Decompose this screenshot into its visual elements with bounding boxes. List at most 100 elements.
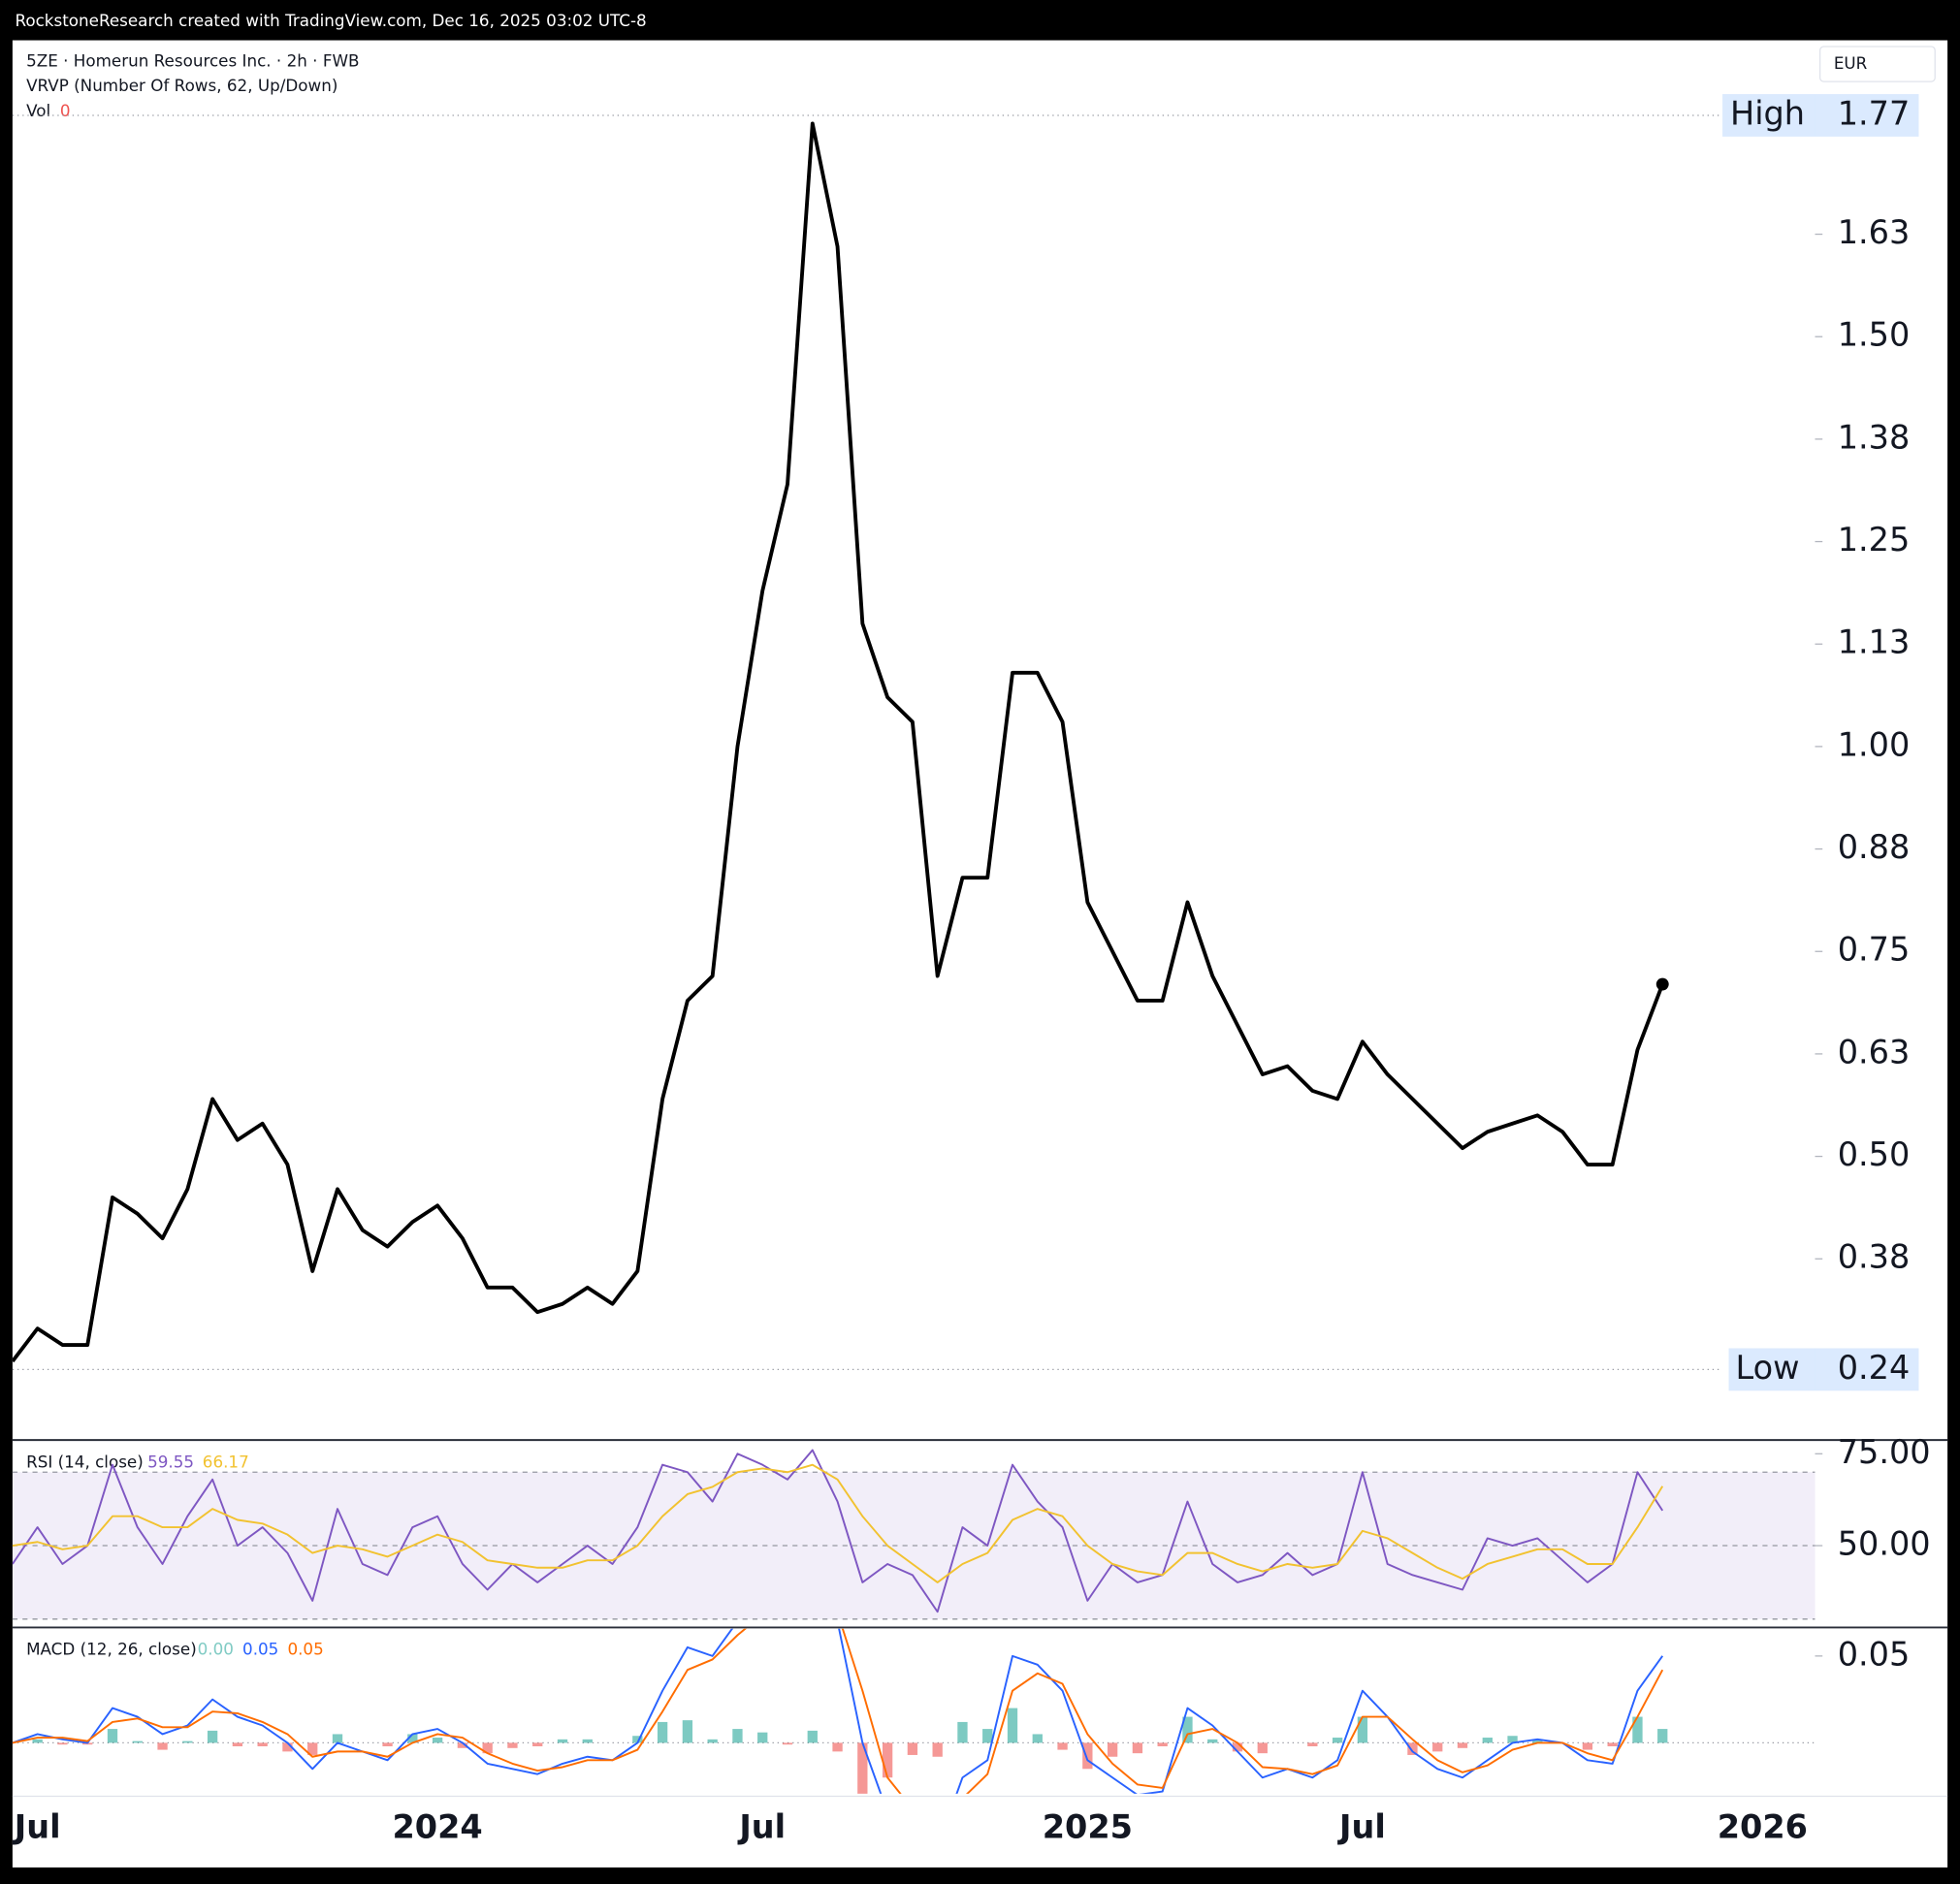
y-tick-label: 1.00 bbox=[1838, 725, 1911, 763]
histogram-bar bbox=[1607, 1742, 1618, 1746]
y-tick-label: 1.25 bbox=[1838, 521, 1911, 559]
histogram-bar bbox=[57, 1742, 68, 1745]
histogram-bar bbox=[1182, 1716, 1193, 1743]
histogram-bar bbox=[1132, 1742, 1143, 1754]
histogram-bar bbox=[1482, 1738, 1493, 1743]
histogram-bar bbox=[332, 1734, 343, 1743]
rsi-value: 59.55 bbox=[147, 1452, 194, 1471]
histogram-bar bbox=[1257, 1742, 1268, 1754]
x-tick-label: 2026 bbox=[1718, 1807, 1808, 1845]
low-label: Low bbox=[1736, 1349, 1800, 1387]
y-tick-label: 75.00 bbox=[1838, 1433, 1931, 1471]
histogram-bar bbox=[32, 1739, 43, 1743]
histogram-bar bbox=[432, 1738, 443, 1743]
y-tick-label: 0.75 bbox=[1838, 931, 1911, 969]
histogram-bar bbox=[1332, 1738, 1343, 1743]
histogram-bar bbox=[657, 1721, 668, 1743]
histogram-bar bbox=[207, 1730, 218, 1743]
last-price-dot bbox=[1655, 977, 1669, 991]
histogram-bar bbox=[557, 1739, 568, 1743]
histogram-bar bbox=[857, 1742, 868, 1794]
histogram-bar bbox=[157, 1742, 168, 1750]
macd-title: MACD (12, 26, close) bbox=[26, 1640, 197, 1659]
rsi-ma-value: 66.17 bbox=[203, 1452, 249, 1471]
histogram-bar bbox=[907, 1742, 918, 1755]
histogram-bar bbox=[1082, 1742, 1093, 1770]
histogram-bar bbox=[1057, 1742, 1068, 1750]
macd-value: 0.05 bbox=[242, 1640, 278, 1659]
histogram-bar bbox=[1007, 1708, 1018, 1743]
y-tick-label: 0.50 bbox=[1838, 1135, 1911, 1173]
low-value-box bbox=[1815, 1348, 1919, 1391]
symbol-title: 5ZE · Homerun Resources Inc. · 2h · FWB bbox=[26, 50, 359, 70]
histogram-bar bbox=[182, 1740, 193, 1743]
high-value-box bbox=[1815, 94, 1919, 137]
volume-value: 0 bbox=[60, 101, 71, 120]
signal-value: 0.05 bbox=[287, 1640, 323, 1659]
histogram-bar bbox=[382, 1742, 393, 1746]
histogram-bar bbox=[982, 1729, 993, 1743]
high-label: High bbox=[1730, 94, 1805, 132]
histogram-bar bbox=[782, 1742, 793, 1745]
low-label-box bbox=[1728, 1348, 1815, 1391]
indicator-line bbox=[12, 1449, 1664, 1613]
vrvp-label: VRVP (Number Of Rows, 62, Up/Down) bbox=[26, 76, 337, 95]
high-label-box bbox=[1722, 94, 1815, 137]
x-tick-label: 2024 bbox=[392, 1807, 482, 1845]
y-tick-label: 0.38 bbox=[1838, 1238, 1911, 1276]
histogram-bar bbox=[1107, 1742, 1118, 1757]
histogram-bar bbox=[1507, 1736, 1518, 1743]
chart-area bbox=[12, 40, 1948, 1868]
histogram-bar bbox=[957, 1721, 968, 1743]
histogram-bar bbox=[757, 1732, 768, 1743]
histogram-bar bbox=[532, 1742, 543, 1746]
currency: EUR bbox=[1834, 53, 1868, 73]
y-tick-label: 1.38 bbox=[1838, 418, 1911, 456]
indicator-line bbox=[12, 1628, 1664, 1794]
histogram-bar bbox=[1657, 1729, 1668, 1743]
histogram-bar bbox=[1157, 1742, 1168, 1746]
histogram-bar bbox=[632, 1736, 643, 1743]
histogram-bar bbox=[1532, 1739, 1543, 1743]
volume-label: Vol bbox=[26, 101, 50, 120]
histogram-bar bbox=[1232, 1742, 1243, 1752]
histogram-bar bbox=[1307, 1742, 1318, 1746]
header: RockstoneResearch created with TradingVi… bbox=[15, 11, 646, 30]
high-value: 1.77 bbox=[1838, 94, 1911, 132]
y-tick-label: 0.05 bbox=[1838, 1635, 1911, 1673]
histogram-bar bbox=[407, 1734, 418, 1743]
histogram-bar bbox=[482, 1742, 493, 1754]
histogram-bar bbox=[1032, 1734, 1043, 1743]
histogram-bar bbox=[1457, 1742, 1468, 1748]
histogram-bar bbox=[682, 1720, 693, 1743]
histogram-bar bbox=[307, 1742, 318, 1755]
y-tick-label: 50.00 bbox=[1838, 1525, 1931, 1563]
histogram-bar bbox=[1432, 1742, 1443, 1752]
histogram-bar bbox=[1407, 1742, 1418, 1755]
histogram-bar bbox=[807, 1730, 818, 1743]
histogram-bar bbox=[507, 1742, 518, 1748]
histogram-bar bbox=[582, 1739, 593, 1743]
y-tick-label: 1.50 bbox=[1838, 316, 1911, 354]
histogram-bar bbox=[232, 1742, 243, 1746]
histogram-bar bbox=[1357, 1716, 1368, 1743]
histogram-bar bbox=[732, 1729, 743, 1743]
rsi-title: RSI (14, close) bbox=[26, 1452, 144, 1471]
histogram-bar bbox=[257, 1742, 268, 1746]
y-tick-label: 1.13 bbox=[1838, 623, 1911, 661]
histogram-bar bbox=[1582, 1742, 1593, 1750]
x-tick-label: Jul bbox=[13, 1807, 61, 1845]
histogram-bar bbox=[132, 1740, 143, 1743]
histogram-bar bbox=[1207, 1739, 1218, 1743]
histogram-bar bbox=[107, 1729, 118, 1743]
histogram-bar bbox=[707, 1739, 718, 1743]
y-tick-label: 0.88 bbox=[1838, 828, 1911, 866]
currency-box bbox=[1818, 46, 1936, 82]
histogram-bar bbox=[282, 1742, 293, 1752]
indicator-line bbox=[12, 1463, 1664, 1583]
histogram-bar bbox=[1632, 1716, 1643, 1743]
low-value: 0.24 bbox=[1838, 1349, 1911, 1387]
